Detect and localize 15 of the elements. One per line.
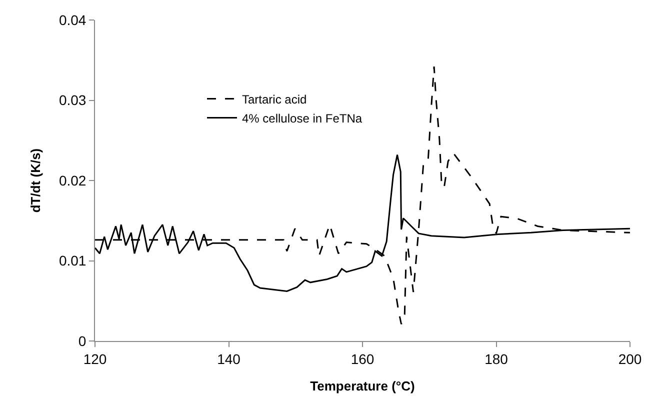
y-tick-label: 0.04 [58,12,86,28]
y-tick-label: 0.02 [58,172,86,188]
y-tick-label: 0 [78,332,86,349]
y-tick-label: 0.03 [58,92,86,108]
x-tick-label: 180 [484,350,508,367]
x-tick-label: 200 [618,350,642,367]
x-tick-label: 120 [83,350,107,367]
x-tick-label: 160 [350,350,374,367]
y-tick-label: 0.01 [58,252,86,269]
line-series [95,66,630,325]
legend-label: Tartaric acid [242,92,307,106]
legend-label: 4% cellulose in FeTNa [242,111,362,126]
x-tick-label: 140 [217,350,241,367]
y-axis-title: dT/dt (K/s) [28,148,43,213]
x-axis-title: Temperature (°C) [310,378,415,394]
